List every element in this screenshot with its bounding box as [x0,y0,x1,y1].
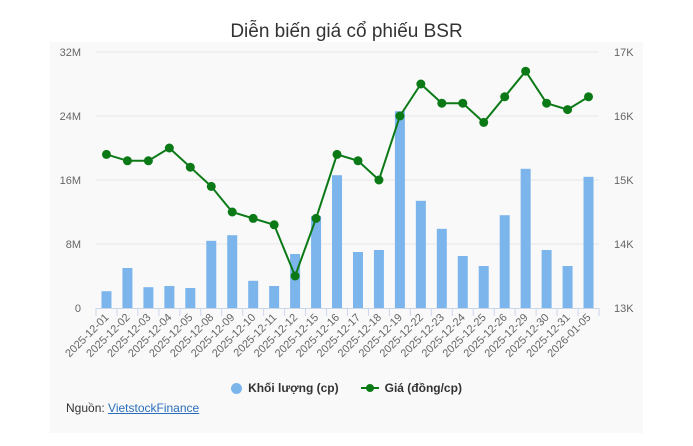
y-right-tick: 13K [614,303,634,315]
price-point[interactable] [122,156,132,166]
source-link[interactable]: VietstockFinance [108,401,200,415]
y-left-tick: 24M [60,111,81,123]
price-point[interactable] [542,98,552,108]
volume-bar[interactable] [311,216,322,308]
price-point[interactable] [227,207,237,217]
volume-bar[interactable] [122,268,133,308]
volume-bar[interactable] [332,175,343,308]
y-left-tick: 0 [75,303,81,315]
price-point[interactable] [563,105,573,115]
price-point[interactable] [269,220,279,230]
volume-bar[interactable] [206,240,217,308]
volume-bar[interactable] [290,254,301,308]
price-point[interactable] [458,98,468,108]
volume-bar[interactable] [394,111,405,308]
y-right-tick: 17K [614,47,634,59]
price-line-path [106,69,590,279]
volume-bar[interactable] [101,291,112,308]
volume-bar[interactable] [185,288,196,308]
volume-bar[interactable] [562,266,573,308]
volume-bar[interactable] [352,252,363,308]
chart-title: Diễn biến giá cổ phiếu BSR [230,21,463,42]
legend: Khối lượng (cp) Giá (đồng/cp) [0,381,693,395]
price-point[interactable] [332,149,342,159]
volume-bar[interactable] [269,286,280,308]
volume-bar[interactable] [227,235,238,308]
legend-item-price[interactable]: Giá (đồng/cp) [360,381,462,395]
y-right-tick: 16K [614,111,634,123]
volume-bars [101,111,594,308]
price-point[interactable] [374,175,384,185]
price-point[interactable] [311,213,321,223]
price-point[interactable] [437,98,447,108]
y-left-tick: 8M [66,239,81,251]
price-point[interactable] [185,162,195,172]
y-axis-right: 13K 14K 15K 16K 17K [614,47,634,315]
volume-bar[interactable] [143,287,154,308]
volume-bar[interactable] [164,286,175,308]
chart-panel [50,42,643,433]
x-axis: 2025-12-012025-12-022025-12-032025-12-04… [63,308,600,360]
volume-bar[interactable] [457,256,468,308]
gridlines [96,51,599,245]
price-point[interactable] [395,111,405,121]
price-line [101,66,594,281]
price-point[interactable] [101,149,111,159]
source-prefix: Nguồn: [66,401,109,415]
volume-bar[interactable] [499,215,510,308]
y-axis-left: 0 8M 16M 24M 32M [60,47,81,315]
volume-bar[interactable] [373,250,384,308]
y-left-tick: 32M [60,47,81,59]
y-left-tick: 16M [60,175,81,187]
y-right-tick: 14K [614,239,634,251]
price-point[interactable] [248,213,258,223]
price-point[interactable] [206,181,216,191]
volume-bar[interactable] [436,228,447,308]
volume-bar[interactable] [541,250,552,308]
price-point[interactable] [500,92,510,102]
price-point[interactable] [143,156,153,166]
volume-bar[interactable] [520,168,531,308]
line-marker-icon [360,384,379,392]
price-point[interactable] [479,117,489,127]
source-note: Nguồn: VietstockFinance [66,401,199,415]
legend-price-label: Giá (đồng/cp) [384,381,462,395]
y-right-tick: 15K [614,175,634,187]
price-point[interactable] [164,143,174,153]
price-point[interactable] [584,92,594,102]
circle-icon [231,382,243,394]
legend-item-volume[interactable]: Khối lượng (cp) [231,381,339,395]
price-point[interactable] [521,66,531,76]
volume-bar[interactable] [248,280,259,308]
volume-bar[interactable] [478,266,489,308]
volume-bar[interactable] [415,200,426,308]
legend-volume-label: Khối lượng (cp) [248,381,339,395]
price-point[interactable] [290,271,300,281]
volume-bar[interactable] [583,176,594,308]
price-point[interactable] [353,156,363,166]
price-point[interactable] [416,79,426,89]
